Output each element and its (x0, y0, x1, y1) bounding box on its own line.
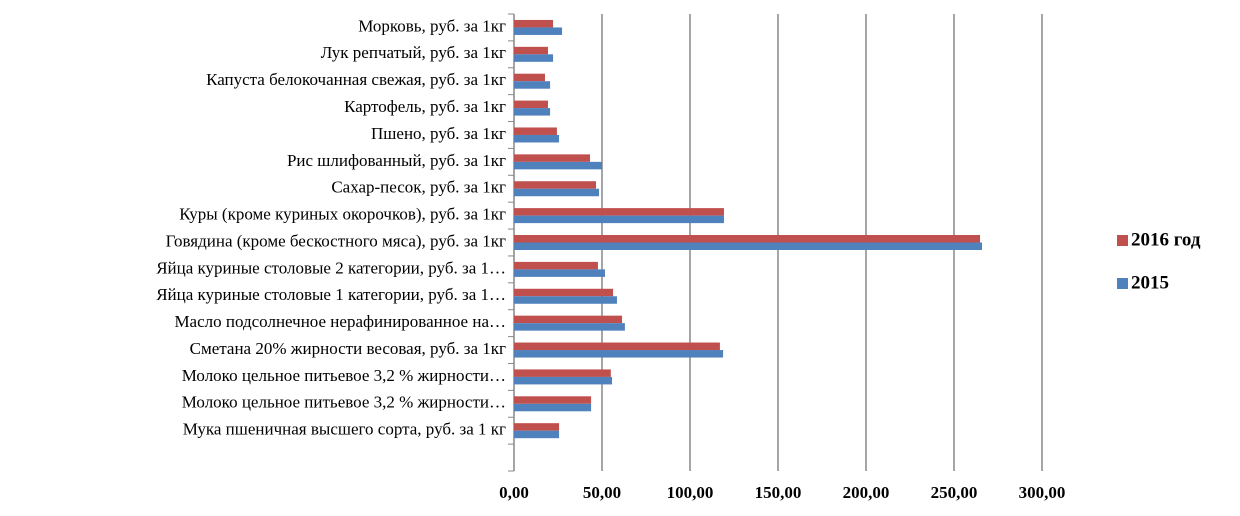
bar (514, 27, 563, 35)
legend-swatch (1117, 278, 1128, 289)
bar (514, 181, 597, 189)
bar (514, 296, 617, 304)
category-label: Яйца куриные столовые 2 категории, руб. … (156, 258, 506, 277)
category-label: Картофель, руб. за 1кг (344, 97, 506, 116)
category-label: Куры (кроме куриных окорочков), руб. за … (179, 205, 506, 224)
bar (514, 161, 602, 170)
bar (514, 430, 560, 439)
bar (514, 208, 724, 216)
category-label: Молоко цельное питьевое 3,2 % жирности… (182, 393, 506, 412)
category-label: Лук репчатый, руб. за 1кг (321, 43, 506, 62)
bar (514, 315, 623, 324)
bar (514, 154, 591, 162)
x-tick-label: 100,00 (667, 483, 714, 502)
bar (514, 376, 613, 385)
x-tick-label: 0,00 (499, 483, 529, 502)
bar (514, 261, 598, 270)
bar (514, 188, 600, 197)
bar (514, 242, 982, 250)
bar (514, 46, 548, 55)
bar (514, 54, 554, 62)
category-label: Пшено, руб. за 1кг (371, 124, 506, 143)
bar (514, 235, 981, 243)
x-tick-label: 300,00 (1019, 483, 1066, 502)
legend-label: 2016 год (1131, 229, 1201, 250)
category-label: Масло подсолнечное нерафинированное на… (174, 312, 506, 331)
bar (514, 403, 592, 412)
category-label: Рис шлифованный, руб. за 1кг (287, 151, 506, 170)
bar (514, 19, 554, 28)
bar (514, 323, 625, 331)
category-label: Мука пшеничная высшего сорта, руб. за 1 … (183, 420, 506, 439)
bar (514, 73, 545, 82)
category-label: Говядина (кроме бескостного мяса), руб. … (166, 231, 506, 250)
bar (514, 288, 614, 297)
bar (514, 134, 560, 143)
bar (514, 423, 560, 431)
category-label: Сахар-песок, руб. за 1кг (331, 178, 506, 197)
bar (514, 342, 720, 351)
category-label: Морковь, руб. за 1кг (358, 16, 506, 35)
x-tick-label: 200,00 (843, 483, 890, 502)
bar (514, 215, 724, 224)
category-label: Молоко цельное питьевое 3,2 % жирности… (182, 366, 506, 385)
bar (514, 100, 548, 109)
x-tick-label: 50,00 (583, 483, 621, 502)
legend-label: 2015 (1131, 272, 1169, 293)
x-tick-label: 150,00 (755, 483, 802, 502)
bar (514, 269, 605, 277)
legend-swatch (1117, 235, 1128, 246)
bar (514, 108, 551, 116)
bar (514, 396, 592, 404)
x-tick-label: 250,00 (931, 483, 978, 502)
category-label: Яйца куриные столовые 1 категории, руб. … (156, 285, 506, 304)
category-label: Капуста белокочанная свежая, руб. за 1кг (206, 70, 506, 89)
bar (514, 127, 557, 135)
bar (514, 81, 551, 89)
bar (514, 369, 611, 377)
category-label: Сметана 20% жирности весовая, руб. за 1к… (190, 339, 506, 358)
bar (514, 350, 724, 358)
